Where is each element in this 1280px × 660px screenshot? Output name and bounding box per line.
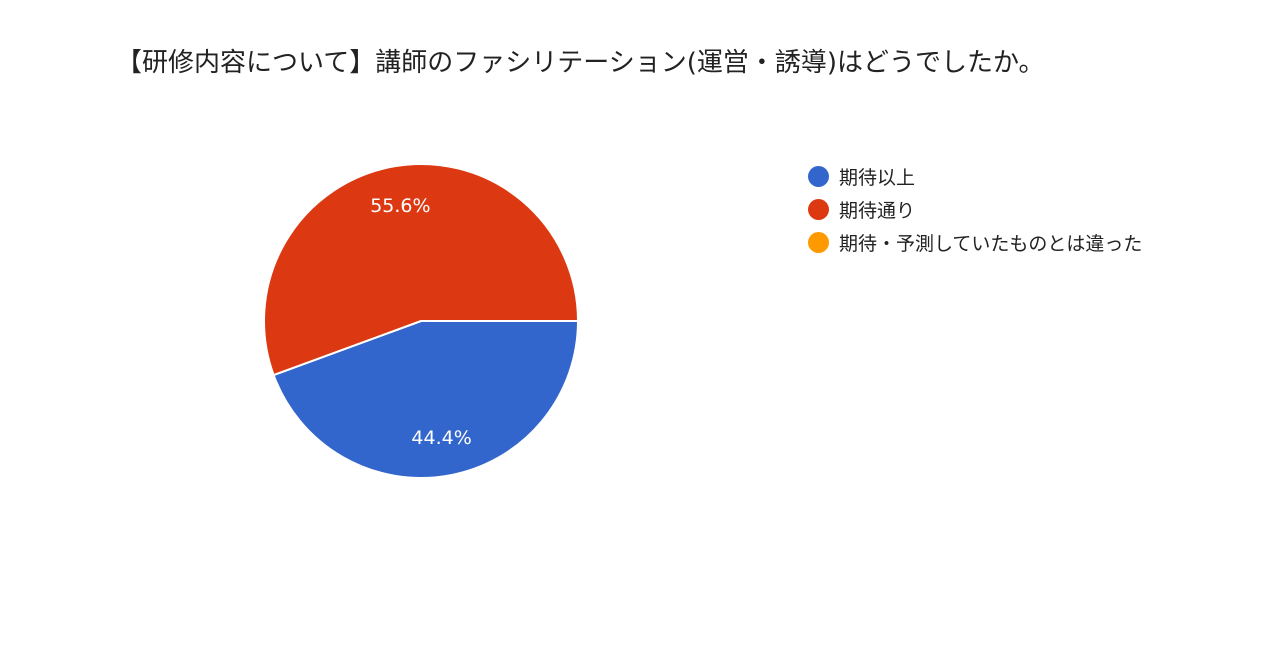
- legend-label: 期待以上: [839, 167, 916, 189]
- chart-legend: 期待以上 期待通り 期待・予測していたものとは違った: [808, 160, 1142, 259]
- legend-swatch: [808, 199, 829, 220]
- slice-above-expectation: [272, 320, 580, 479]
- legend-label: 期待・予測していたものとは違った: [839, 233, 1143, 255]
- legend-item-different-from-expected: 期待・予測していたものとは違った: [808, 226, 1142, 259]
- legend-swatch: [808, 232, 829, 253]
- legend-item-above-expectation: 期待以上: [808, 160, 1142, 193]
- legend-item-as-expected: 期待通り: [808, 193, 1142, 226]
- legend-swatch: [808, 166, 829, 187]
- slice-value-label: 55.6%: [370, 195, 430, 217]
- slice-as-expected: [263, 163, 580, 377]
- slice-value-label: 44.4%: [411, 427, 471, 449]
- chart-title: 【研修内容について】講師のファシリテーション(運営・誘導)はどうでしたか。: [116, 48, 1045, 78]
- legend-label: 期待通り: [839, 200, 916, 222]
